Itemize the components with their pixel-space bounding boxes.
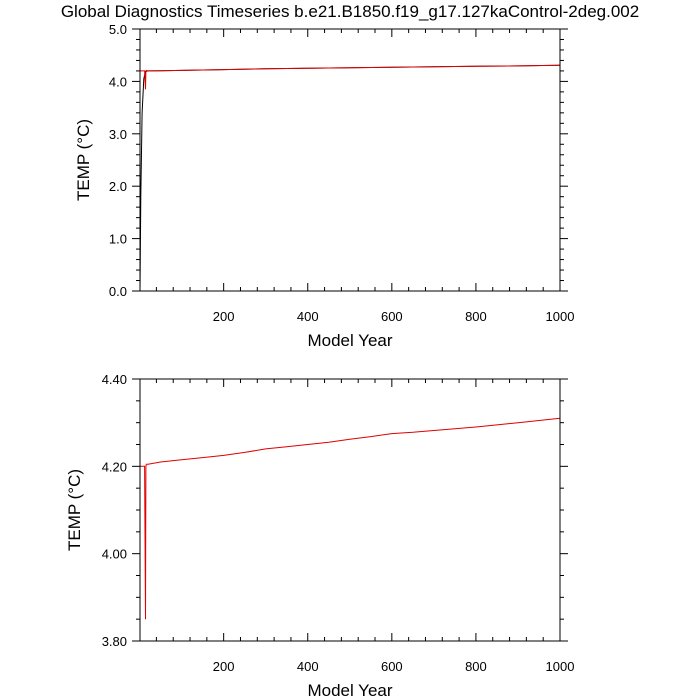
top-x-tick-label: 400 (297, 309, 319, 324)
top-x-tick-label: 1000 (546, 309, 575, 324)
top-x-tick-label: 800 (465, 309, 487, 324)
top-y-tick-label: 4.0 (109, 74, 127, 89)
top-series-line-1 (140, 64, 561, 90)
bottom-x-axis-label: Model Year (307, 681, 392, 700)
top-panel: 200 400 600 800 1000 0.0 1.0 2.0 3.0 4.0 5.0 Model… (74, 22, 574, 350)
bottom-y-tick-label: 4.20 (102, 459, 127, 474)
top-y-axis-label: TEMP (°C) (74, 119, 93, 201)
bottom-series-line-0 (140, 417, 561, 620)
bottom-panel: 200 400 600 800 1000 3.80 4.00 4.20 4.40 Model Y… (65, 372, 574, 700)
top-plot-frame (139, 28, 561, 292)
top-series-line-0 (139, 64, 561, 292)
top-x-tick-label: 200 (213, 309, 235, 324)
top-x-axis-label: Model Year (307, 331, 392, 350)
top-y-tick-label: 1.0 (109, 232, 127, 247)
bottom-y-axis-label: TEMP (°C) (65, 469, 84, 551)
bottom-y-tick-label: 4.40 (102, 372, 127, 387)
top-y-tick-label: 5.0 (109, 22, 127, 37)
top-y-tick-label: 0.0 (109, 284, 127, 299)
bottom-x-tick-label: 600 (381, 659, 403, 674)
bottom-x-tick-label: 200 (213, 659, 235, 674)
bottom-plot-frame (139, 378, 561, 642)
top-x-tick-label: 600 (381, 309, 403, 324)
bottom-x-tick-label: 800 (465, 659, 487, 674)
bottom-y-tick-label: 3.80 (102, 634, 127, 649)
top-y-tick-label: 2.0 (109, 179, 127, 194)
bottom-x-tick-label: 400 (297, 659, 319, 674)
chart-title: Global Diagnostics Timeseries b.e21.B185… (61, 2, 639, 21)
top-y-tick-label: 3.0 (109, 127, 127, 142)
bottom-y-tick-label: 4.00 (102, 547, 127, 562)
bottom-x-tick-label: 1000 (546, 659, 575, 674)
